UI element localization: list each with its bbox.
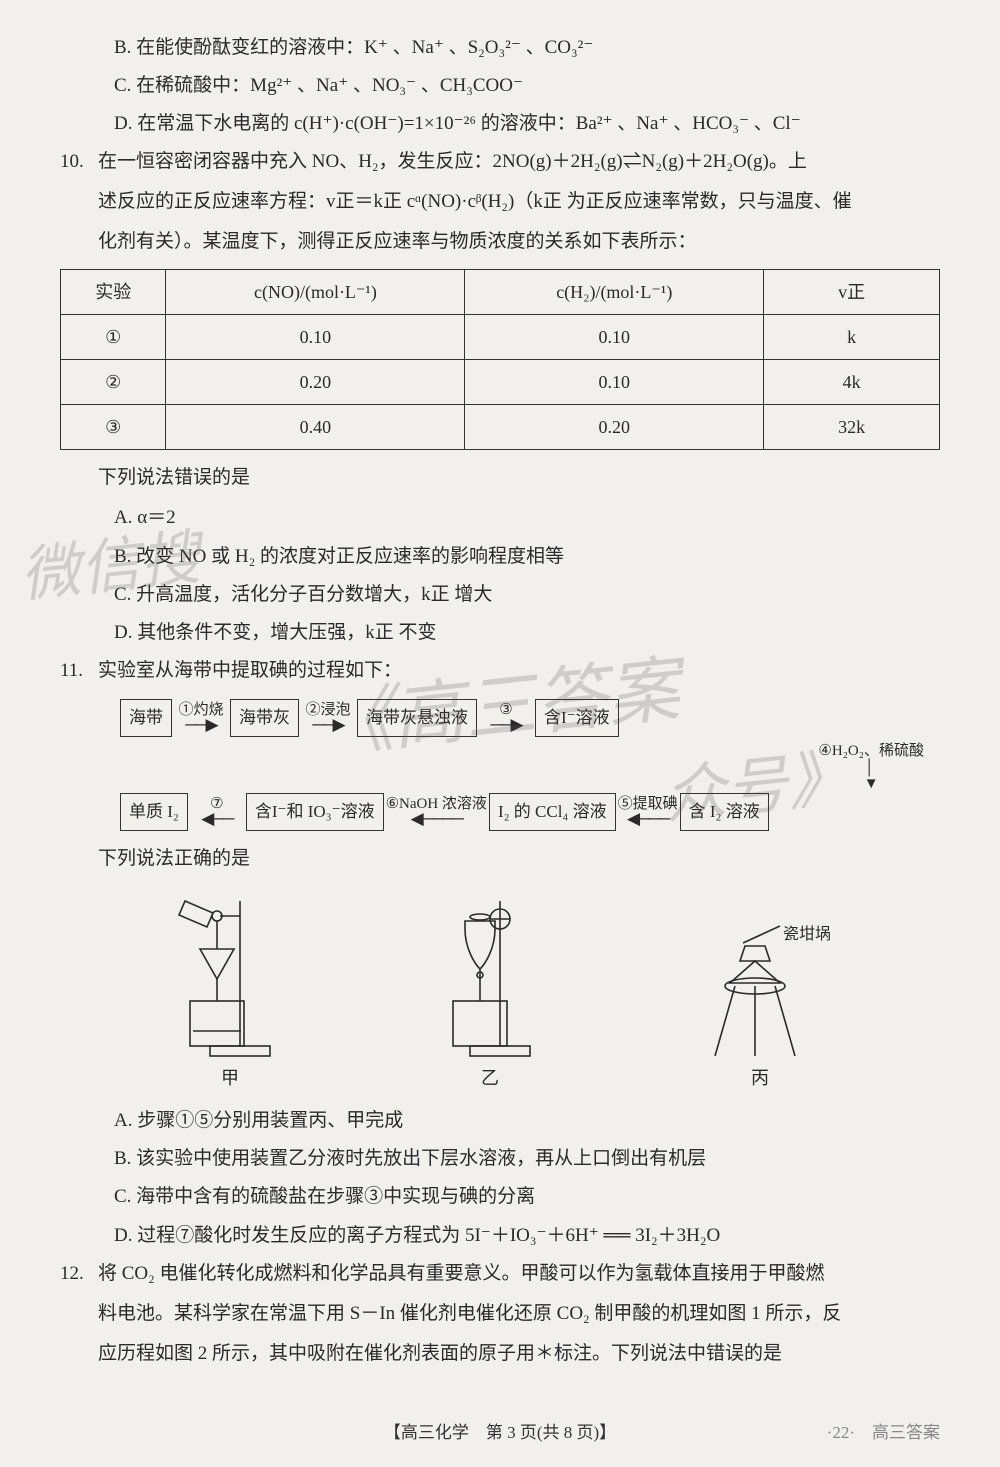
table-cell: 0.40 xyxy=(166,405,465,450)
table-row: ③ 0.40 0.20 32k xyxy=(61,405,940,450)
arrow-icon: ──▶ xyxy=(490,716,521,733)
table-cell: 32k xyxy=(764,405,940,450)
flow-box: 含 I₂ 溶液 xyxy=(680,793,769,831)
apparatus-crucible: 瓷坩埚 丙 xyxy=(675,891,845,1095)
q10-number: 10. xyxy=(60,144,98,180)
table-header-row: 实验 c(NO)/(mol·L⁻¹) c(H₂)/(mol·L⁻¹) v正 xyxy=(61,269,940,314)
flow-arrow: ⑦ ◀── xyxy=(190,797,244,827)
q11-prompt: 下列说法正确的是 xyxy=(98,841,940,877)
table-cell: 4k xyxy=(764,359,940,404)
flow-box: 海带 xyxy=(120,699,172,737)
q10-option-a: A. α＝2 xyxy=(114,500,940,536)
arrow-icon: ◀── xyxy=(201,810,232,827)
q10-stem-line3: 化剂有关）。某温度下，测得正反应速率与物质浓度的关系如下表所示： xyxy=(98,224,940,260)
table-cell: ① xyxy=(61,314,166,359)
q11-stem: 11.实验室从海带中提取碘的过程如下： xyxy=(60,653,940,689)
arrow-label: ④H₂O₂、稀硫酸 xyxy=(818,743,924,760)
flow-arrow: ②浸泡 ──▶ xyxy=(301,703,355,733)
flow-arrow: ③ ──▶ xyxy=(479,703,533,733)
arrow-icon: ──▶ xyxy=(312,716,343,733)
table-cell: 0.10 xyxy=(465,314,764,359)
q9-option-d: D. 在常温下水电离的 c(H⁺)·c(OH⁻)=1×10⁻²⁶ 的溶液中：Ba… xyxy=(114,106,940,142)
table-header: c(NO)/(mol·L⁻¹) xyxy=(166,269,465,314)
flow-box: 海带灰 xyxy=(230,699,299,737)
flow-box: 含I⁻和 IO₃⁻溶液 xyxy=(246,793,384,831)
q11-option-c: C. 海带中含有的硫酸盐在步骤③中实现与碘的分离 xyxy=(114,1179,940,1215)
q9-option-c: C. 在稀硫酸中：Mg²⁺ 、Na⁺ 、NO₃⁻ 、CH₃COO⁻ xyxy=(114,68,940,104)
arrow-icon: │▼ xyxy=(864,760,879,793)
q10-stem-line2: 述反应的正反应速率方程：v正＝k正 cᵅ(NO)·cᵝ(H₂)（k正 为正反应速… xyxy=(98,184,940,220)
flow-row-2: 单质 I₂ ⑦ ◀── 含I⁻和 IO₃⁻溶液 ⑥NaOH 浓溶液 ◀──── … xyxy=(120,793,940,831)
table-header: 实验 xyxy=(61,269,166,314)
q11-number: 11. xyxy=(60,653,98,689)
table-header: v正 xyxy=(764,269,940,314)
flow-box: I₂ 的 CCl₄ 溶液 xyxy=(489,793,616,831)
flow-box: 单质 I₂ xyxy=(120,793,188,831)
q10-option-b: B. 改变 NO 或 H₂ 的浓度对正反应速率的影响程度相等 xyxy=(114,539,940,575)
table-cell: ② xyxy=(61,359,166,404)
table-cell: 0.20 xyxy=(465,405,764,450)
apparatus-row: 甲 乙 xyxy=(100,891,900,1095)
q11-option-d: D. 过程⑦酸化时发生反应的离子方程式为 5I⁻＋IO₃⁻＋6H⁺ ══ 3I₂… xyxy=(114,1218,940,1254)
arrow-icon: ──▶ xyxy=(185,716,216,733)
q11-flowchart: 海带 ①灼烧 ──▶ 海带灰 ②浸泡 ──▶ 海带灰悬浊液 ③ ──▶ 含I⁻溶… xyxy=(120,699,940,831)
arrow-icon: ◀─── xyxy=(627,810,668,827)
table-cell: 0.10 xyxy=(465,359,764,404)
q11-stem-line: 实验室从海带中提取碘的过程如下： xyxy=(98,660,402,681)
apparatus-label: 乙 xyxy=(481,1061,499,1095)
table-row: ① 0.10 0.10 k xyxy=(61,314,940,359)
flow-arrow: ⑤提取碘 ◀─── xyxy=(618,797,678,827)
apparatus-separating-funnel: 乙 xyxy=(415,891,565,1095)
q10-stem-line1: 在一恒容密闭容器中充入 NO、H₂，发生反应：2NO(g)＋2H₂(g)⇌N₂(… xyxy=(98,151,807,172)
crucible-label: 瓷坩埚 xyxy=(783,925,831,943)
flow-arrow: ⑥NaOH 浓溶液 ◀──── xyxy=(386,797,487,827)
q12-stem: 12.将 CO₂ 电催化转化成燃料和化学品具有重要意义。甲酸可以作为氢载体直接用… xyxy=(60,1256,940,1292)
flow-box: 含I⁻溶液 xyxy=(535,699,619,737)
q10-table: 实验 c(NO)/(mol·L⁻¹) c(H₂)/(mol·L⁻¹) v正 ① … xyxy=(60,269,940,451)
flow-down-arrow: ④H₂O₂、稀硫酸 │▼ xyxy=(120,743,924,793)
apparatus-label: 丙 xyxy=(751,1061,769,1095)
apparatus-label: 甲 xyxy=(221,1061,239,1095)
flow-row-1: 海带 ①灼烧 ──▶ 海带灰 ②浸泡 ──▶ 海带灰悬浊液 ③ ──▶ 含I⁻溶… xyxy=(120,699,940,737)
flow-box: 海带灰悬浊液 xyxy=(357,699,477,737)
q10-option-d: D. 其他条件不变，增大压强，k正 不变 xyxy=(114,615,940,651)
table-header: c(H₂)/(mol·L⁻¹) xyxy=(465,269,764,314)
table-cell: k xyxy=(764,314,940,359)
table-row: ② 0.20 0.10 4k xyxy=(61,359,940,404)
apparatus-filtration: 甲 xyxy=(155,891,305,1095)
flow-arrow: ①灼烧 ──▶ xyxy=(174,703,228,733)
q12-number: 12. xyxy=(60,1256,98,1292)
q10-option-c: C. 升高温度，活化分子百分数增大，k正 增大 xyxy=(114,577,940,613)
page-footer-right: ·22· 高三答案 xyxy=(827,1417,940,1449)
q12-stem-line2: 料电池。某科学家在常温下用 S－In 催化剂电催化还原 CO₂ 制甲酸的机理如图… xyxy=(98,1296,940,1332)
q10-stem: 10.在一恒容密闭容器中充入 NO、H₂，发生反应：2NO(g)＋2H₂(g)⇌… xyxy=(60,144,940,180)
q12-stem-line3: 应历程如图 2 所示，其中吸附在催化剂表面的原子用＊标注。下列说法中错误的是 xyxy=(98,1336,940,1372)
arrow-icon: ◀──── xyxy=(411,810,462,827)
q10-prompt: 下列说法错误的是 xyxy=(98,460,940,496)
q12-stem-line1: 将 CO₂ 电催化转化成燃料和化学品具有重要意义。甲酸可以作为氢载体直接用于甲酸… xyxy=(98,1263,825,1284)
table-cell: 0.20 xyxy=(166,359,465,404)
q11-option-b: B. 该实验中使用装置乙分液时先放出下层水溶液，再从上口倒出有机层 xyxy=(114,1141,940,1177)
q11-option-a: A. 步骤①⑤分别用装置丙、甲完成 xyxy=(114,1103,940,1139)
table-cell: 0.10 xyxy=(166,314,465,359)
table-cell: ③ xyxy=(61,405,166,450)
q9-option-b: B. 在能使酚酞变红的溶液中：K⁺ 、Na⁺ 、S₂O₃²⁻ 、CO₃²⁻ xyxy=(114,30,940,66)
